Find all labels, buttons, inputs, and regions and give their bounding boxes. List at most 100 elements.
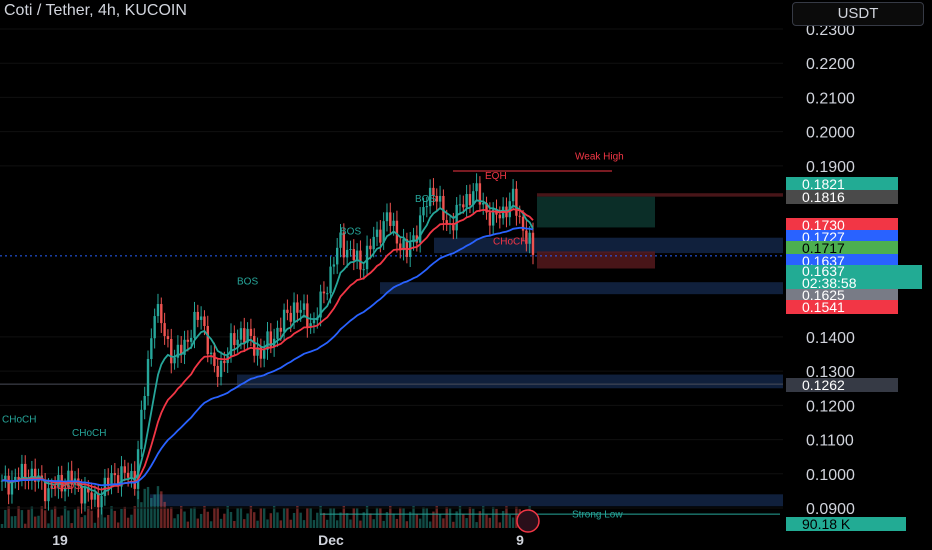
- candle-body: [488, 212, 492, 226]
- candle-body: [491, 209, 495, 226]
- price-tag: 0.1727: [786, 230, 898, 244]
- volume-bar: [345, 513, 349, 528]
- candle-body: [528, 232, 531, 244]
- candle-body: [462, 204, 465, 208]
- candle-body: [369, 245, 372, 250]
- price-tag: 0.1816: [786, 190, 898, 204]
- candle-body: [233, 333, 236, 346]
- volume-bar: [369, 513, 372, 528]
- candle-body: [455, 204, 458, 231]
- structure-label: Strong Low: [572, 510, 623, 521]
- volume-bar: [445, 507, 448, 528]
- candle-body: [458, 204, 462, 206]
- candle-body: [166, 336, 170, 339]
- candle-body: [379, 229, 382, 243]
- volume-bar: [276, 512, 279, 528]
- grid-layer: [0, 28, 783, 509]
- volume-bar: [27, 509, 30, 528]
- volume-bar: [130, 514, 133, 528]
- volume-bar: [87, 506, 90, 528]
- candle-body: [525, 230, 528, 244]
- volume-bar: [382, 520, 385, 528]
- candle-body: [63, 487, 67, 492]
- candle-body: [362, 269, 365, 271]
- volume-bar: [272, 506, 276, 528]
- structure-label: BOS: [60, 481, 81, 492]
- candle-body: [521, 216, 525, 231]
- volume-bar: [80, 517, 83, 528]
- volume-bar: [468, 506, 472, 528]
- zone: [380, 282, 783, 295]
- y-tick-label: 0.0900: [806, 501, 855, 518]
- candle-body: [176, 344, 180, 358]
- candle-body: [173, 357, 176, 364]
- candle-body: [93, 493, 97, 500]
- candle-body: [126, 472, 130, 478]
- volume-bar: [156, 486, 160, 528]
- time-axis: 19 Dec 9: [52, 532, 524, 548]
- candle-body: [435, 195, 438, 202]
- volume-bar: [435, 506, 438, 528]
- zone: [537, 193, 783, 197]
- structure-label: BOS: [340, 226, 361, 237]
- volume-bar: [186, 521, 190, 528]
- volume-bar: [123, 506, 126, 528]
- price-tag: 0.1821: [786, 177, 898, 191]
- volume-bar: [20, 510, 24, 528]
- volume-bar: [173, 518, 176, 528]
- volume-bar: [306, 507, 309, 528]
- volume-bar: [515, 506, 518, 528]
- volume-bar: [465, 518, 468, 528]
- candle-body: [422, 207, 425, 216]
- volume-bar: [355, 508, 359, 528]
- candle-body: [20, 463, 24, 480]
- volume-bar: [163, 501, 166, 528]
- candle-body: [50, 486, 53, 489]
- volume-bar: [289, 519, 292, 528]
- volume-bar: [110, 506, 113, 528]
- zone: [150, 494, 783, 507]
- volume-bar: [279, 520, 282, 528]
- candle-body: [296, 302, 299, 313]
- volume-bar: [229, 511, 233, 528]
- candle-body: [199, 316, 203, 320]
- volume-bar: [77, 506, 80, 528]
- candle-body: [412, 235, 415, 243]
- structure-label: EQH: [485, 171, 507, 182]
- volume-bar: [226, 506, 229, 528]
- y-tick-label: 0.1900: [806, 159, 855, 176]
- volume-bar: [389, 506, 392, 528]
- candle-body: [0, 480, 4, 482]
- candle-body: [442, 195, 445, 221]
- structure-label: Weak High: [575, 152, 624, 163]
- candle-body: [256, 347, 259, 356]
- candle-body: [382, 221, 385, 243]
- bar-countdown: 02:38:58: [802, 275, 857, 291]
- volume-bar: [498, 522, 502, 528]
- volume-badge: 90.18 K: [786, 517, 906, 531]
- candle-body: [163, 323, 166, 337]
- candle-body: [193, 311, 196, 338]
- volume-bar: [379, 508, 382, 528]
- volume-bar: [189, 508, 193, 528]
- volume-bar: [0, 524, 4, 528]
- volume-bar: [107, 514, 110, 528]
- currency-button[interactable]: USDT: [792, 2, 924, 26]
- volume-bar: [292, 512, 296, 528]
- volume-bar: [133, 506, 136, 528]
- candle-body: [485, 202, 488, 213]
- volume-bar: [269, 513, 273, 528]
- volume-bar: [30, 506, 34, 528]
- candle-body: [120, 466, 123, 487]
- candle-body: [97, 493, 100, 508]
- volume-bar: [501, 510, 505, 528]
- volume-layer: [0, 486, 535, 528]
- candle-body: [83, 487, 87, 504]
- volume-bar: [332, 507, 336, 528]
- volume-bar: [150, 497, 153, 528]
- candle-body: [302, 303, 306, 310]
- candle-body: [319, 291, 322, 318]
- candle-body: [33, 468, 37, 482]
- structure-label: CHoCH: [493, 237, 527, 248]
